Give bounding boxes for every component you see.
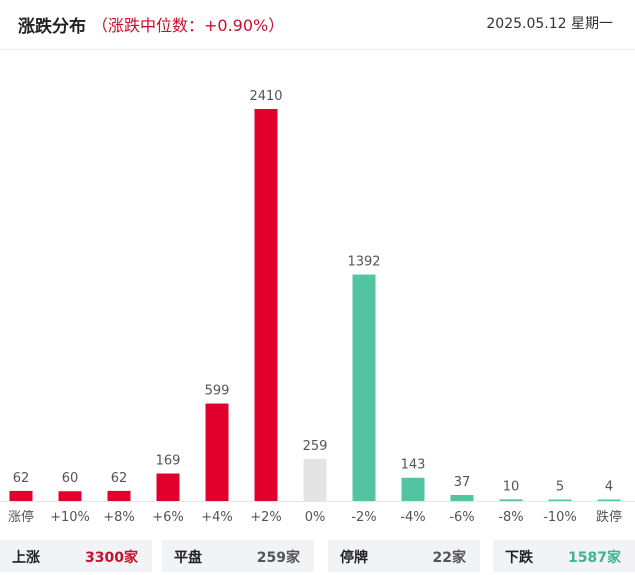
chart-title: 涨跌分布: [18, 17, 86, 37]
category-label: -4%: [400, 510, 425, 525]
bar: [9, 490, 33, 501]
median-change: （涨跌中位数：+0.90%）: [92, 16, 285, 35]
category-label: +8%: [103, 510, 135, 525]
bar-value-label: 143: [401, 458, 426, 473]
bar: [58, 491, 82, 501]
bar: [450, 494, 474, 501]
bar-value-label: 1392: [347, 255, 380, 270]
summary-flat: 平盘 259家: [162, 540, 314, 572]
date-label: 2025.05.12 星期一: [486, 16, 613, 32]
bar-value-label: 2410: [249, 89, 282, 104]
distribution-chart: 62 涨停 60 +10% 62 +8% 169 +6% 599 +4% 2410 +2% 259 0% 1…: [0, 89, 635, 525]
bar-value-label: 599: [205, 384, 230, 399]
bar: [597, 499, 621, 501]
category-label: 跌停: [596, 509, 622, 525]
summary-up-label: 上涨: [12, 550, 40, 566]
category-label: +10%: [50, 510, 90, 525]
category-label: -2%: [351, 510, 376, 525]
bar: [156, 473, 180, 501]
bar-value-label: 37: [454, 475, 471, 490]
bar: [205, 403, 229, 501]
bar-value-label: 5: [556, 480, 564, 495]
summary-flat-label: 平盘: [174, 550, 202, 566]
summary-suspended-value: 22家: [432, 550, 466, 566]
bar-value-label: 10: [503, 479, 520, 494]
summary-bar: 上涨 3300家 平盘 259家 停牌 22家 下跌 1587家: [0, 540, 635, 575]
category-label: -8%: [498, 510, 523, 525]
category-label: +4%: [201, 510, 233, 525]
category-label: 0%: [305, 510, 326, 525]
bar-value-label: 4: [605, 480, 613, 495]
summary-down-label: 下跌: [505, 550, 533, 566]
summary-flat-value: 259家: [256, 550, 300, 566]
bar: [499, 499, 523, 501]
summary-suspended: 停牌 22家: [328, 540, 480, 572]
category-label: 涨停: [8, 509, 34, 525]
bar-value-label: 60: [62, 471, 79, 486]
bar-value-label: 259: [303, 439, 328, 454]
summary-down: 下跌 1587家: [493, 540, 635, 572]
bar: [401, 477, 425, 501]
bar: [352, 274, 376, 501]
category-label: -6%: [449, 510, 474, 525]
summary-down-value: 1587家: [568, 550, 621, 566]
summary-suspended-label: 停牌: [340, 550, 368, 566]
summary-up: 上涨 3300家: [0, 540, 152, 572]
category-label: +6%: [152, 510, 184, 525]
header: 涨跌分布 （涨跌中位数：+0.90%） 2025.05.12 星期一: [0, 0, 635, 50]
category-label: -10%: [543, 510, 577, 525]
bar-value-label: 169: [156, 454, 181, 469]
bar: [303, 458, 327, 501]
bar: [254, 109, 278, 501]
bar: [107, 490, 131, 501]
bar-value-label: 62: [13, 471, 30, 486]
category-label: +2%: [250, 510, 282, 525]
summary-up-value: 3300家: [85, 550, 138, 566]
bar-value-label: 62: [111, 471, 128, 486]
bar: [548, 499, 572, 501]
